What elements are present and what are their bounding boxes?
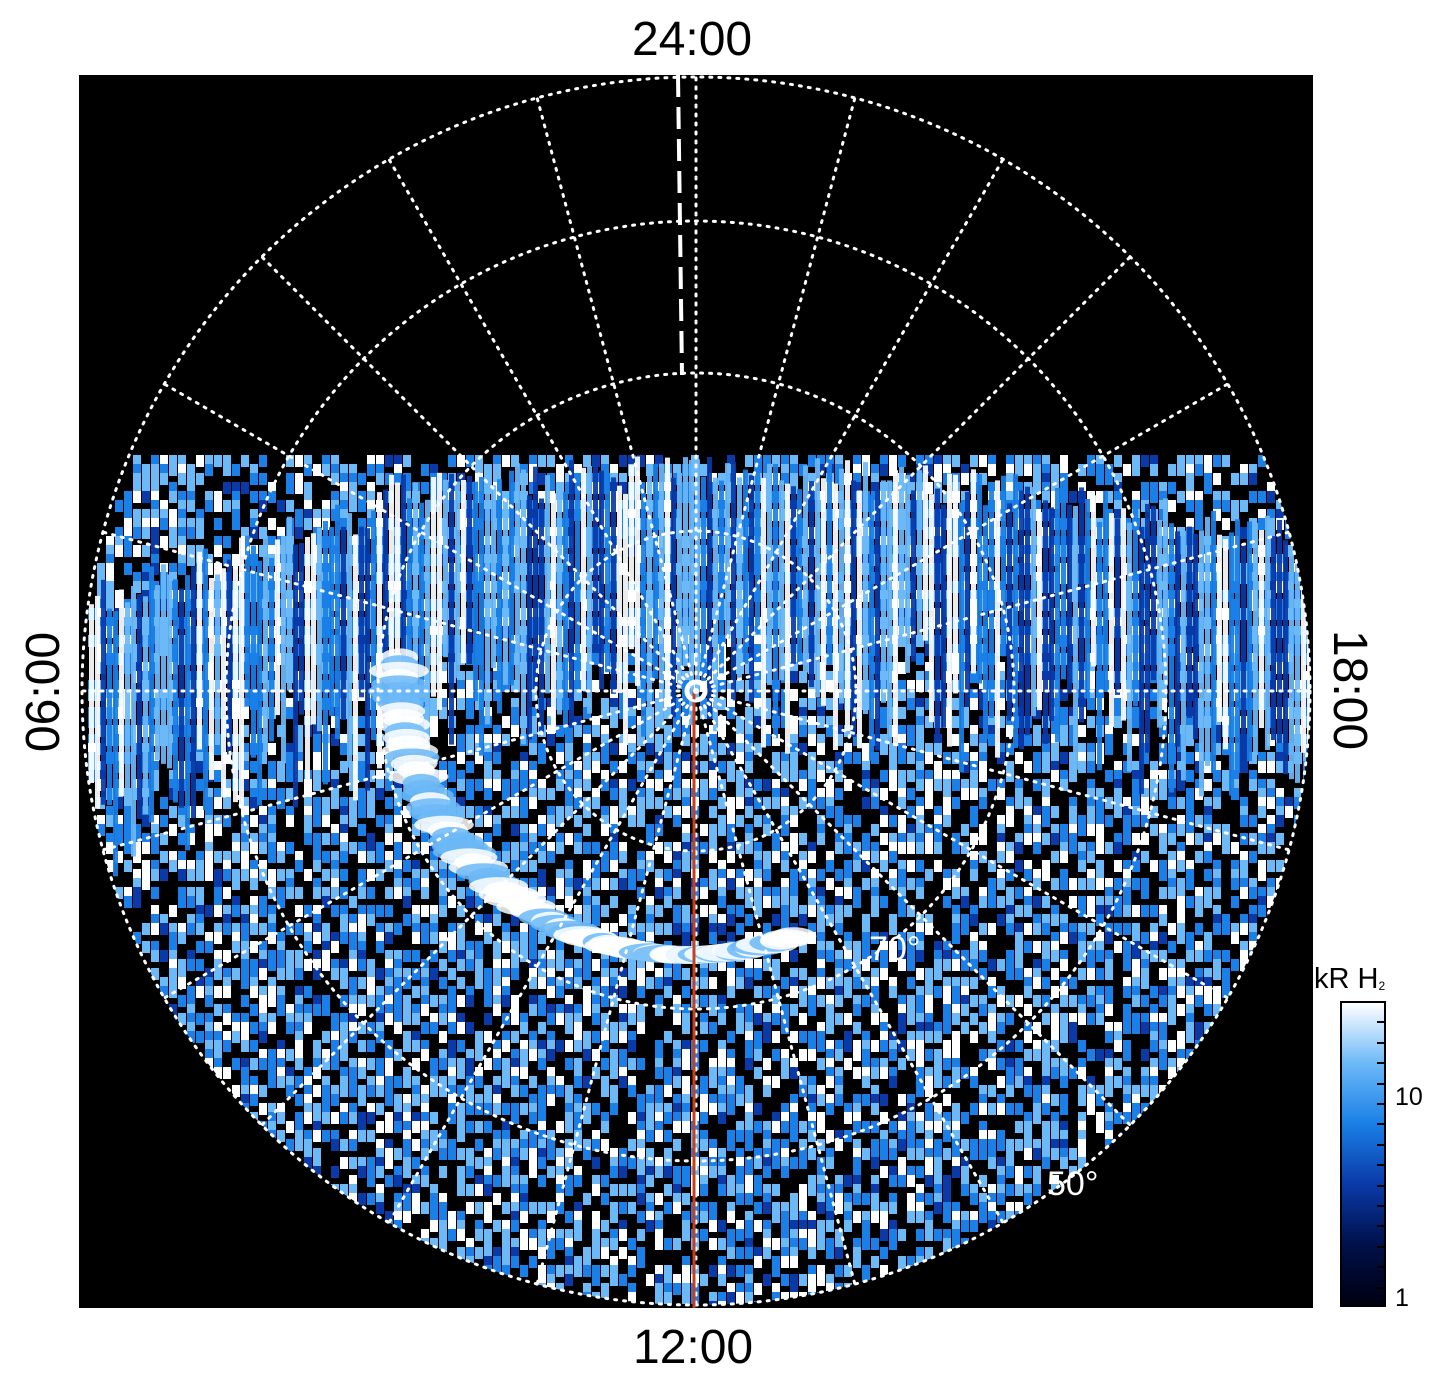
colorbar — [1340, 1001, 1386, 1307]
pole-marker — [684, 679, 708, 703]
emission-disk — [88, 455, 1310, 1305]
colorbar-title: kR H2 — [1314, 963, 1386, 995]
colorbar-minor-tick — [1377, 1041, 1386, 1044]
colorbar-minor-tick — [1377, 1021, 1386, 1024]
latitude-label-70: 70° — [869, 930, 920, 968]
local-time-meridian — [535, 697, 696, 1286]
colorbar-minor-tick — [1377, 1286, 1386, 1289]
colorbar-minor-tick — [1377, 1184, 1386, 1187]
colorbar-minor-tick — [1377, 1103, 1386, 1105]
colorbar-minor-tick — [1377, 1062, 1386, 1065]
local-time-label-right: 18:00 — [1323, 629, 1376, 751]
colorbar-minor-tick — [1377, 1225, 1386, 1228]
local-time-meridian — [387, 157, 694, 686]
local-time-label-top: 24:00 — [632, 13, 753, 66]
latitude-label-50: 50° — [1047, 1165, 1098, 1203]
local-time-meridian — [701, 693, 1230, 1000]
local-time-meridian — [260, 695, 692, 1127]
local-time-meridian — [162, 693, 691, 1000]
local-time-meridian — [696, 96, 857, 685]
local-time-meridian — [698, 696, 1005, 1225]
local-time-meridian — [702, 691, 1291, 852]
colorbar-minor-tick — [1377, 1245, 1386, 1248]
local-time-meridian — [696, 697, 857, 1286]
colorbar-minor-tick — [1377, 1123, 1386, 1126]
local-time-meridian — [698, 157, 1005, 686]
local-time-label-left: 06:00 — [17, 631, 70, 753]
local-time-meridian — [700, 255, 1132, 687]
colorbar-minor-tick — [1377, 1266, 1386, 1269]
local-time-meridian — [700, 695, 1132, 1127]
local-time-meridian — [101, 691, 690, 852]
local-time-meridian — [387, 696, 694, 1225]
latitude-circle — [376, 371, 1016, 1011]
local-time-meridian — [702, 530, 1291, 691]
colorbar-minor-tick — [1377, 1143, 1386, 1146]
nightside-emission-band — [89, 456, 1310, 877]
colorbar-tick-1: 1 — [1395, 1284, 1409, 1312]
local-time-meridian — [101, 530, 690, 691]
local-time-label-bottom: 12:00 — [633, 1321, 754, 1374]
auroral-polar-projection: 70° 50° — [79, 75, 1313, 1308]
colorbar-minor-tick — [1377, 1205, 1386, 1207]
pole-marker-dot — [693, 688, 699, 694]
colorbar-minor-tick — [1377, 1164, 1386, 1167]
local-time-meridian — [701, 382, 1230, 689]
midnight-meridian-dashed — [676, 75, 684, 376]
local-time-meridian — [162, 382, 691, 689]
local-time-meridian — [535, 96, 696, 685]
colorbar-tick-10: 10 — [1395, 1083, 1423, 1111]
auroral-oval-arc — [368, 648, 817, 964]
local-time-meridian — [260, 255, 692, 687]
coordinate-grid — [80, 75, 1312, 1307]
colorbar-minor-tick — [1377, 1082, 1386, 1085]
